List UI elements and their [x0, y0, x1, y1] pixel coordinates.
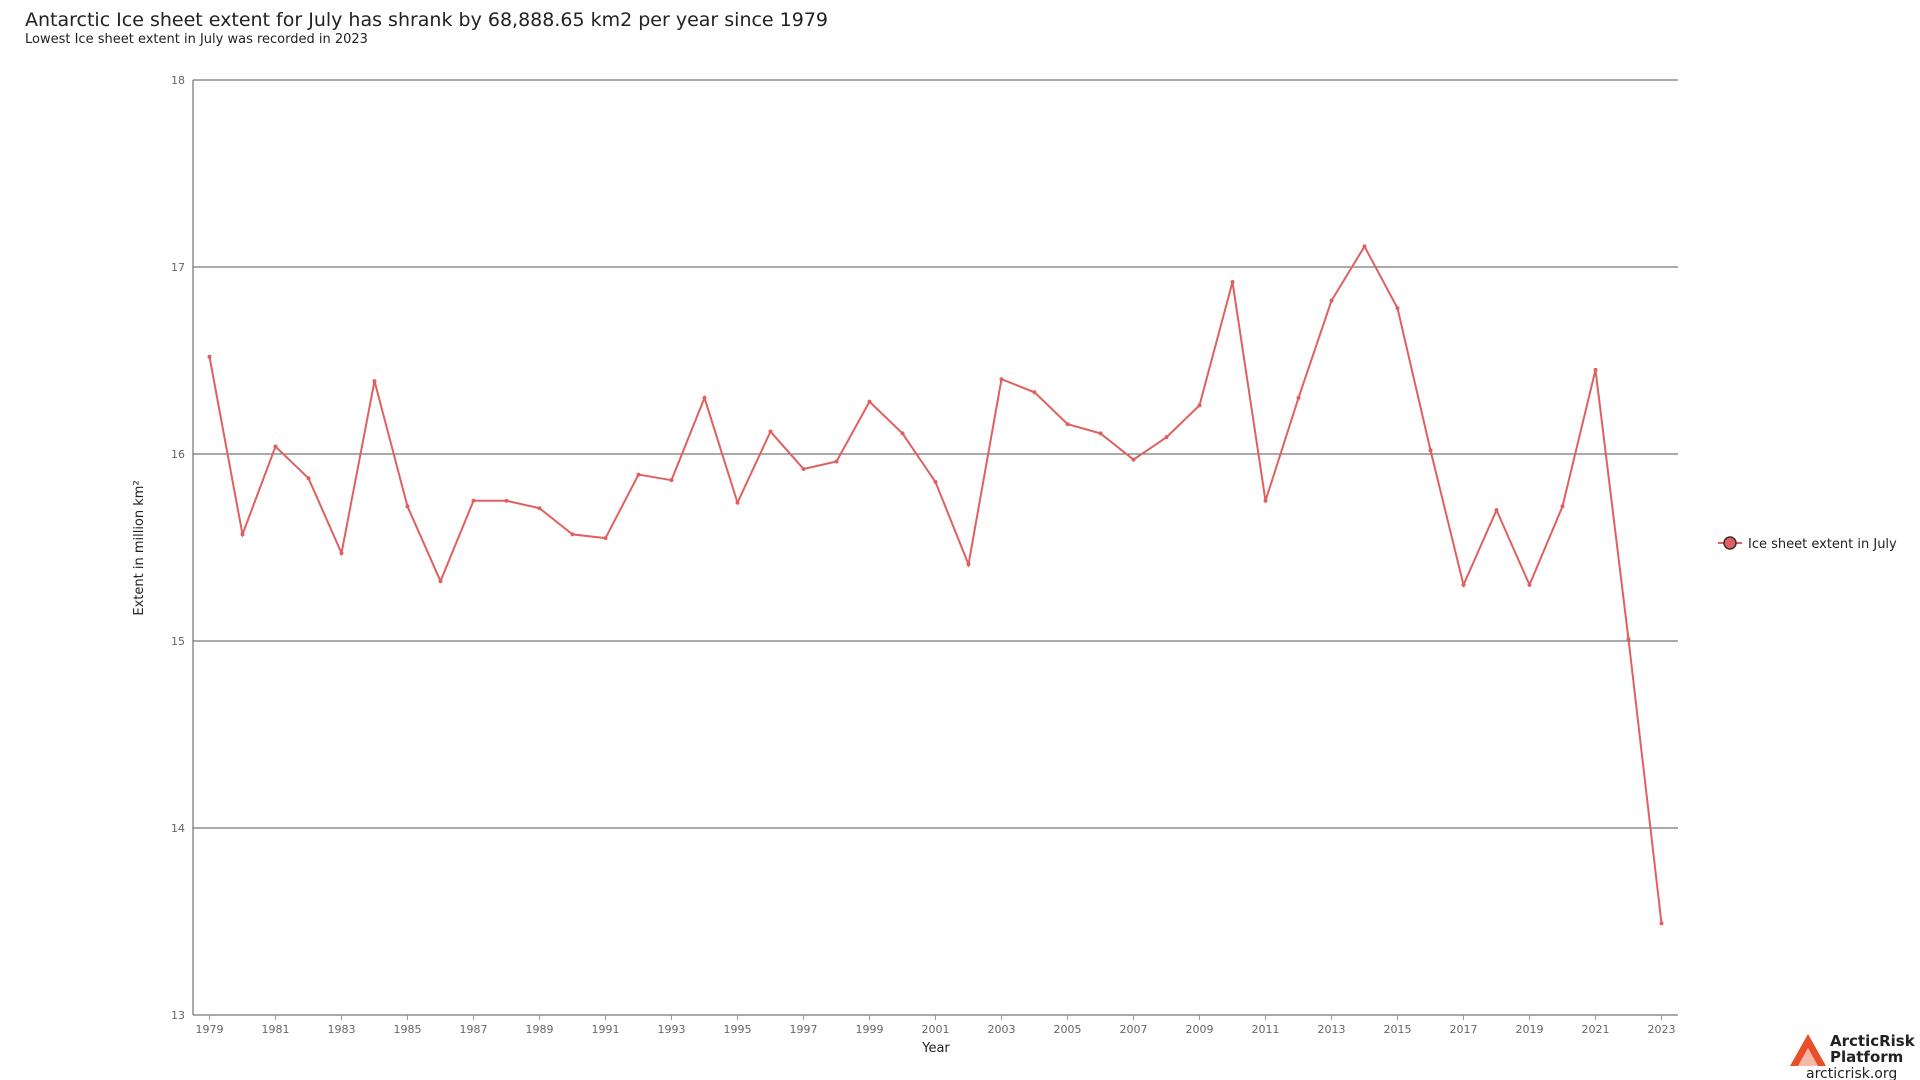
data-point — [207, 354, 212, 359]
y-tick-label: 13 — [171, 1009, 185, 1022]
chart-title: Antarctic Ice sheet extent for July has … — [25, 9, 828, 31]
data-point — [603, 536, 608, 541]
data-point — [273, 444, 278, 449]
y-tick-label: 16 — [171, 448, 185, 461]
x-axis-label: Year — [921, 1041, 950, 1056]
data-point — [1065, 422, 1070, 427]
data-point — [1659, 921, 1664, 926]
data-point — [1428, 448, 1433, 453]
y-tick-label: 14 — [171, 822, 185, 835]
data-point — [570, 532, 575, 537]
logo-name: Platform — [1830, 1048, 1903, 1066]
x-tick-label: 2005 — [1054, 1023, 1082, 1036]
logo-name: ArcticRisk — [1830, 1032, 1916, 1050]
x-tick-label: 2019 — [1516, 1023, 1544, 1036]
x-tick-label: 1993 — [658, 1023, 686, 1036]
x-tick-label: 1991 — [592, 1023, 620, 1036]
x-tick-label: 2023 — [1648, 1023, 1676, 1036]
data-point — [1032, 390, 1037, 395]
data-point — [1560, 504, 1565, 509]
data-point — [669, 478, 674, 483]
x-tick-label: 1985 — [394, 1023, 422, 1036]
x-tick-label: 2001 — [922, 1023, 950, 1036]
data-point — [1230, 279, 1235, 284]
y-tick-label: 15 — [171, 635, 185, 648]
data-point — [438, 579, 443, 584]
data-point — [1197, 403, 1202, 408]
y-tick-label: 17 — [171, 261, 185, 274]
x-tick-label: 2003 — [988, 1023, 1016, 1036]
x-tick-label: 2007 — [1120, 1023, 1148, 1036]
data-point — [1593, 367, 1598, 372]
data-point — [801, 466, 806, 471]
data-point — [1263, 498, 1268, 503]
data-point — [636, 472, 641, 477]
data-point — [1626, 637, 1631, 642]
data-point — [339, 551, 344, 556]
data-point — [735, 500, 740, 505]
x-tick-label: 2013 — [1318, 1023, 1346, 1036]
x-tick-label: 2011 — [1252, 1023, 1280, 1036]
data-point — [966, 562, 971, 567]
data-line — [208, 244, 1663, 924]
data-point — [1164, 435, 1169, 440]
x-tick-label: 1981 — [262, 1023, 290, 1036]
data-point — [1395, 306, 1400, 311]
x-tick-label: 2017 — [1450, 1023, 1478, 1036]
x-tick-label: 1999 — [856, 1023, 884, 1036]
x-tick-label: 2015 — [1384, 1023, 1412, 1036]
data-point — [867, 399, 872, 404]
data-point — [504, 498, 509, 503]
legend-label: Ice sheet extent in July — [1748, 537, 1897, 552]
data-point — [306, 476, 311, 481]
x-tick-label: 2009 — [1186, 1023, 1214, 1036]
data-point — [1461, 582, 1466, 587]
x-tick-label: 1995 — [724, 1023, 752, 1036]
data-point — [1098, 431, 1103, 436]
data-point — [537, 506, 542, 511]
data-point — [900, 431, 905, 436]
x-tick-label: 1979 — [196, 1023, 224, 1036]
data-point — [240, 532, 245, 537]
logo: ArcticRisk Platform arcticrisk.org — [1790, 1032, 1916, 1080]
data-point — [1527, 582, 1532, 587]
data-point — [1362, 244, 1367, 249]
x-tick-label: 1987 — [460, 1023, 488, 1036]
data-point — [1131, 457, 1136, 462]
x-tick-label: 1989 — [526, 1023, 554, 1036]
logo-icon-inner — [1798, 1048, 1818, 1066]
chart-subtitle: Lowest Ice sheet extent in July was reco… — [25, 32, 368, 47]
logo-url: arcticrisk.org — [1806, 1066, 1897, 1080]
data-point — [768, 429, 773, 434]
data-point — [1296, 395, 1301, 400]
y-axis-label: Extent in million km² — [132, 480, 147, 615]
data-point — [933, 480, 938, 485]
data-point — [471, 498, 476, 503]
y-tick-label: 18 — [171, 74, 185, 87]
x-tick-label: 1983 — [328, 1023, 356, 1036]
x-tick-label: 2021 — [1582, 1023, 1610, 1036]
legend-marker — [1723, 536, 1737, 550]
x-tick-label: 1997 — [790, 1023, 818, 1036]
data-point — [834, 459, 839, 464]
data-point — [405, 504, 410, 509]
data-point — [702, 395, 707, 400]
data-point — [1329, 298, 1334, 303]
data-point — [372, 379, 377, 384]
data-point — [999, 377, 1004, 382]
data-point — [1494, 508, 1499, 513]
